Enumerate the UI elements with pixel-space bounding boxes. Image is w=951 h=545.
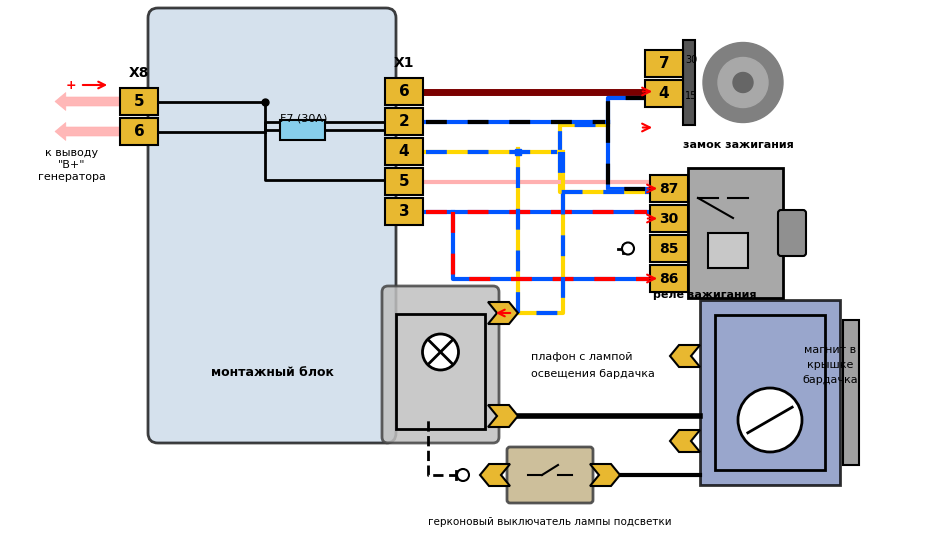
- FancyBboxPatch shape: [120, 118, 158, 145]
- FancyBboxPatch shape: [645, 80, 683, 107]
- Text: герконовый выключатель лампы подсветки: герконовый выключатель лампы подсветки: [428, 517, 671, 527]
- Text: 4: 4: [659, 86, 670, 101]
- FancyBboxPatch shape: [778, 210, 806, 256]
- Text: плафон с лампой: плафон с лампой: [531, 352, 632, 362]
- Text: 6: 6: [134, 124, 145, 139]
- Polygon shape: [55, 93, 120, 111]
- Text: освещения бардачка: освещения бардачка: [531, 369, 655, 379]
- FancyBboxPatch shape: [280, 120, 325, 140]
- Polygon shape: [670, 345, 700, 367]
- FancyBboxPatch shape: [148, 8, 396, 443]
- FancyBboxPatch shape: [683, 40, 695, 125]
- FancyBboxPatch shape: [385, 138, 423, 165]
- Text: 5: 5: [398, 174, 409, 189]
- Text: 4: 4: [398, 144, 409, 159]
- FancyBboxPatch shape: [843, 320, 859, 465]
- Text: X1: X1: [394, 56, 415, 70]
- FancyBboxPatch shape: [650, 205, 688, 232]
- FancyBboxPatch shape: [120, 88, 158, 115]
- Circle shape: [703, 43, 783, 123]
- Text: бардачка: бардачка: [803, 375, 858, 385]
- FancyBboxPatch shape: [650, 265, 688, 292]
- Text: 87: 87: [659, 181, 679, 196]
- Circle shape: [422, 334, 458, 370]
- Circle shape: [622, 243, 634, 255]
- Polygon shape: [590, 464, 620, 486]
- Text: магнит в: магнит в: [804, 345, 856, 355]
- FancyBboxPatch shape: [507, 447, 593, 503]
- FancyBboxPatch shape: [515, 148, 521, 154]
- Text: 6: 6: [398, 84, 409, 99]
- Circle shape: [718, 58, 768, 107]
- Text: к выводу
"В+"
генератора: к выводу "В+" генератора: [38, 148, 106, 181]
- Circle shape: [733, 72, 753, 93]
- Text: 2: 2: [398, 114, 409, 129]
- Text: 3: 3: [398, 204, 409, 219]
- Polygon shape: [480, 464, 510, 486]
- Text: 15: 15: [685, 90, 697, 100]
- Text: +: +: [66, 78, 76, 92]
- Text: 30: 30: [659, 211, 679, 226]
- FancyBboxPatch shape: [645, 50, 683, 77]
- FancyBboxPatch shape: [708, 233, 748, 268]
- Polygon shape: [670, 430, 700, 452]
- Text: реле зажигания: реле зажигания: [653, 290, 757, 300]
- Text: 5: 5: [134, 94, 145, 109]
- FancyBboxPatch shape: [385, 168, 423, 195]
- Text: 85: 85: [659, 241, 679, 256]
- Polygon shape: [488, 405, 518, 427]
- Circle shape: [457, 469, 469, 481]
- Text: 86: 86: [659, 271, 679, 286]
- Polygon shape: [488, 302, 518, 324]
- FancyBboxPatch shape: [385, 108, 423, 135]
- FancyBboxPatch shape: [650, 175, 688, 202]
- FancyBboxPatch shape: [650, 235, 688, 262]
- FancyBboxPatch shape: [688, 168, 783, 298]
- Text: крышке: крышке: [806, 360, 853, 370]
- Text: 30: 30: [685, 54, 697, 64]
- Text: замок зажигания: замок зажигания: [683, 140, 793, 150]
- Polygon shape: [55, 123, 120, 141]
- Text: X8: X8: [128, 66, 149, 80]
- FancyBboxPatch shape: [385, 198, 423, 225]
- Circle shape: [738, 388, 802, 452]
- Text: F7 (30А): F7 (30А): [280, 113, 327, 123]
- FancyBboxPatch shape: [700, 300, 840, 485]
- Text: 7: 7: [659, 56, 670, 71]
- Text: монтажный блок: монтажный блок: [210, 366, 334, 379]
- FancyBboxPatch shape: [382, 286, 499, 443]
- FancyBboxPatch shape: [385, 78, 423, 105]
